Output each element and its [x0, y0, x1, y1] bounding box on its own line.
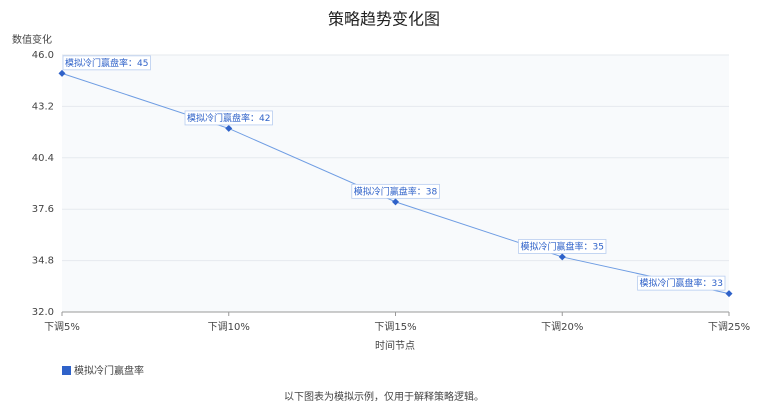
plot-area: [62, 55, 729, 312]
legend-swatch: [62, 366, 71, 375]
data-label-box: [518, 239, 607, 254]
x-tick-label: 下调5%: [44, 321, 80, 333]
data-label: 模拟冷门赢盘率：45: [65, 57, 148, 69]
y-tick-label: 37.6: [32, 204, 54, 215]
chart-title: 策略趋势变化图: [328, 10, 440, 29]
x-tick-label: 下调10%: [208, 321, 250, 333]
marker: [558, 253, 566, 261]
y-tick-label: 43.2: [32, 101, 54, 112]
x-tick-label: 下调20%: [541, 321, 583, 333]
y-tick-label: 32.0: [32, 307, 54, 318]
data-label-box: [62, 55, 151, 71]
marker: [725, 290, 733, 298]
marker: [392, 198, 399, 206]
footnote: 以下图表为模拟示例，仅用于解释策略逻辑。: [284, 390, 484, 403]
data-label-box: [637, 275, 726, 291]
y-tick-label: 34.8: [32, 256, 54, 267]
x-axis-label: 时间节点: [375, 339, 415, 352]
y-tick-label: 40.4: [32, 153, 54, 164]
data-label: 模拟冷门赢盘率：33: [640, 277, 723, 289]
y-tick-label: 46.0: [32, 50, 54, 61]
data-label: 模拟冷门赢盘率：42: [187, 112, 270, 124]
legend-label: 模拟冷门赢盘率: [74, 364, 144, 377]
y-axis-label: 数值变化: [12, 33, 52, 46]
data-label: 模拟冷门赢盘率：35: [521, 240, 604, 252]
marker: [225, 124, 233, 132]
x-tick-label: 下调25%: [708, 321, 750, 333]
x-tick-label: 下调15%: [374, 321, 416, 333]
data-label-box: [351, 183, 440, 199]
data-label-box: [184, 110, 273, 126]
data-label: 模拟冷门赢盘率：38: [354, 185, 438, 197]
marker: [58, 69, 66, 77]
